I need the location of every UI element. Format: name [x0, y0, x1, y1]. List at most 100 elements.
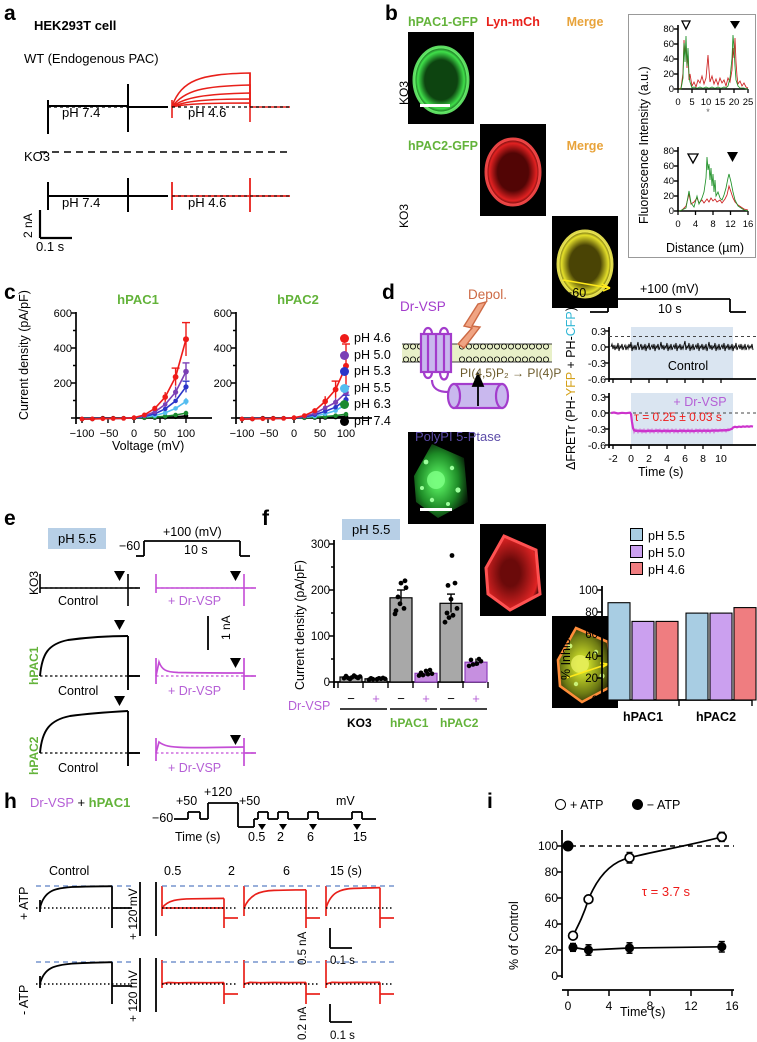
panel-e-scale-label: 1 nA: [219, 615, 233, 640]
panel-c-xlabel: Voltage (mV): [112, 439, 185, 453]
panel-b-header-2: Merge: [552, 15, 618, 29]
svg-text:4: 4: [693, 219, 698, 230]
svg-text:0.0: 0.0: [591, 408, 606, 420]
svg-text:8: 8: [700, 453, 706, 465]
panel-d-hold-label: −60: [565, 286, 587, 300]
legend-label-ph50: pH 5.0: [354, 347, 391, 362]
panel-a-traces: [0, 70, 380, 250]
panel-e-drvsp-label-0: + Dr-VSP: [168, 594, 222, 608]
svg-text:4: 4: [664, 453, 670, 465]
svg-text:400: 400: [54, 343, 72, 355]
panel-e-traces: [28, 558, 288, 773]
svg-text:12: 12: [725, 219, 736, 230]
svg-text:50: 50: [314, 428, 326, 440]
svg-text:6: 6: [682, 453, 688, 465]
filled-triangle-marker: [114, 571, 125, 581]
panel-h-protocol-svg: [150, 794, 380, 836]
svg-text:15: 15: [715, 97, 726, 108]
panel-a-row1-label: WT (Endogenous PAC): [24, 51, 159, 66]
panel-b-ylabel: Fluorescence Intensity (a.u.): [637, 66, 651, 224]
micrograph-merge-2: [552, 616, 618, 708]
panel-h-time-0: 0.5: [164, 864, 182, 878]
svg-text:0: 0: [565, 999, 572, 1013]
svg-text:+: +: [422, 691, 430, 706]
panel-d-depol-label: Depol.: [468, 287, 508, 302]
svg-text:100: 100: [337, 428, 355, 440]
panel-e-step-label: +100 (mV): [163, 525, 222, 539]
svg-text:0.0: 0.0: [591, 342, 606, 354]
panel-label-b: b: [385, 2, 398, 25]
svg-text:−: −: [447, 691, 455, 706]
svg-text:80: 80: [545, 865, 559, 879]
panel-f-ph-badge: pH 5.5: [342, 519, 401, 540]
svg-text:100: 100: [311, 631, 330, 643]
svg-text:0: 0: [592, 695, 598, 707]
svg-text:0: 0: [628, 453, 634, 465]
svg-text:hPAC1: hPAC1: [117, 292, 159, 307]
panel-b-line-profiles: 80 60 40 20 0 0 5 10 15 20 25 * 80 60 40 20 0 0 4 8 12 16: [652, 18, 754, 254]
panel-g-barchart: 100 80 60 40 20 0 hPAC1 hPAC2: [566, 576, 757, 726]
panel-d-protein-label: Dr-VSP: [400, 299, 446, 314]
panel-c-ylabel: Current density (pA/pF): [17, 290, 31, 420]
panel-g-legend: pH 5.5 pH 5.0 pH 4.6: [630, 527, 685, 578]
legend-label-g-ph55: pH 5.5: [648, 529, 685, 543]
svg-text:2: 2: [646, 453, 652, 465]
legend-label-ph55: pH 5.5: [354, 380, 391, 395]
svg-text:40: 40: [663, 54, 674, 65]
legend-label-ph53: pH 5.3: [354, 364, 391, 378]
micrograph-lyn-mch-1: [480, 124, 546, 216]
svg-text:20: 20: [729, 97, 740, 108]
legend-label-ph74: pH 7.4: [354, 413, 391, 428]
panel-e-control-label-0: Control: [58, 594, 99, 608]
legend-swatch-ph46: [340, 334, 349, 343]
panel-label-e: e: [4, 507, 16, 530]
panel-d-protocol-svg: [560, 296, 755, 316]
panel-label-h: h: [4, 790, 17, 813]
svg-text:40: 40: [545, 917, 559, 931]
panel-d-step-label: +100 (mV): [640, 282, 699, 296]
svg-text:200: 200: [54, 378, 72, 390]
panel-h-scaley-1: 0.2 nA: [297, 1006, 309, 1040]
svg-text:60: 60: [545, 891, 559, 905]
svg-text:0.3: 0.3: [591, 326, 606, 338]
panel-e-drvsp-label-1: + Dr-VSP: [168, 684, 222, 698]
panel-e-control-label-2: Control: [58, 761, 99, 775]
panel-c-legend: pH 4.6 pH 5.0 pH 5.3 pH 5.5 pH 6.3 pH 7.…: [340, 330, 391, 429]
svg-text:−100: −100: [70, 428, 95, 440]
panel-b-header-1: Lyn-mCh: [480, 15, 546, 29]
legend-swatch-ph50: [340, 350, 349, 360]
legend-label-g-ph50: pH 5.0: [648, 546, 685, 560]
panel-i-xlabel: Time (s): [620, 1005, 666, 1019]
svg-text:100: 100: [579, 585, 598, 597]
svg-text:hPAC2: hPAC2: [277, 292, 319, 307]
svg-text:-0.3: -0.3: [588, 358, 606, 370]
panel-i-legend-label-1: − ATP: [646, 798, 681, 812]
svg-text:−: −: [347, 691, 355, 706]
svg-text:16: 16: [743, 219, 754, 230]
panel-d-dur-label: 10 s: [658, 302, 682, 316]
panel-a-yscale-label: 2 nA: [21, 213, 35, 238]
panel-a-title: HEK293T cell: [34, 18, 117, 33]
panel-i-legend-label-0: + ATP: [570, 798, 604, 812]
svg-text:80: 80: [663, 146, 674, 157]
legend-label-g-ph46: pH 4.6: [648, 563, 685, 577]
legend-swatch-ph63: [340, 400, 349, 409]
legend-swatch-ph53: [340, 367, 349, 376]
svg-text:5: 5: [689, 97, 694, 108]
panel-a-trace-label-0: pH 7.4: [62, 105, 101, 120]
panel-e-ph-badge: pH 5.5: [48, 528, 107, 549]
panel-b-col-header-5: Merge: [566, 139, 604, 153]
svg-text:100: 100: [538, 839, 558, 853]
svg-text:80: 80: [585, 607, 598, 619]
svg-text:8: 8: [710, 219, 715, 230]
panel-h-scaley-0: 0.5 nA: [297, 931, 309, 965]
panel-label-f: f: [262, 507, 269, 530]
panel-c-plot-hpac1: hPAC1 600 400 200 −100 −50 0 50 100: [36, 292, 216, 442]
svg-text:+ Dr-VSP: + Dr-VSP: [673, 395, 726, 409]
panel-e-dur-label: 10 s: [184, 543, 208, 557]
svg-text:40: 40: [585, 651, 598, 663]
panel-c-plot-hpac2: hPAC2 600 400 200 −100 −50 0 50 100: [196, 292, 376, 442]
svg-text:25: 25: [743, 97, 754, 108]
svg-text:-0.3: -0.3: [588, 424, 606, 436]
panel-h-mark-2: 6: [307, 830, 314, 844]
